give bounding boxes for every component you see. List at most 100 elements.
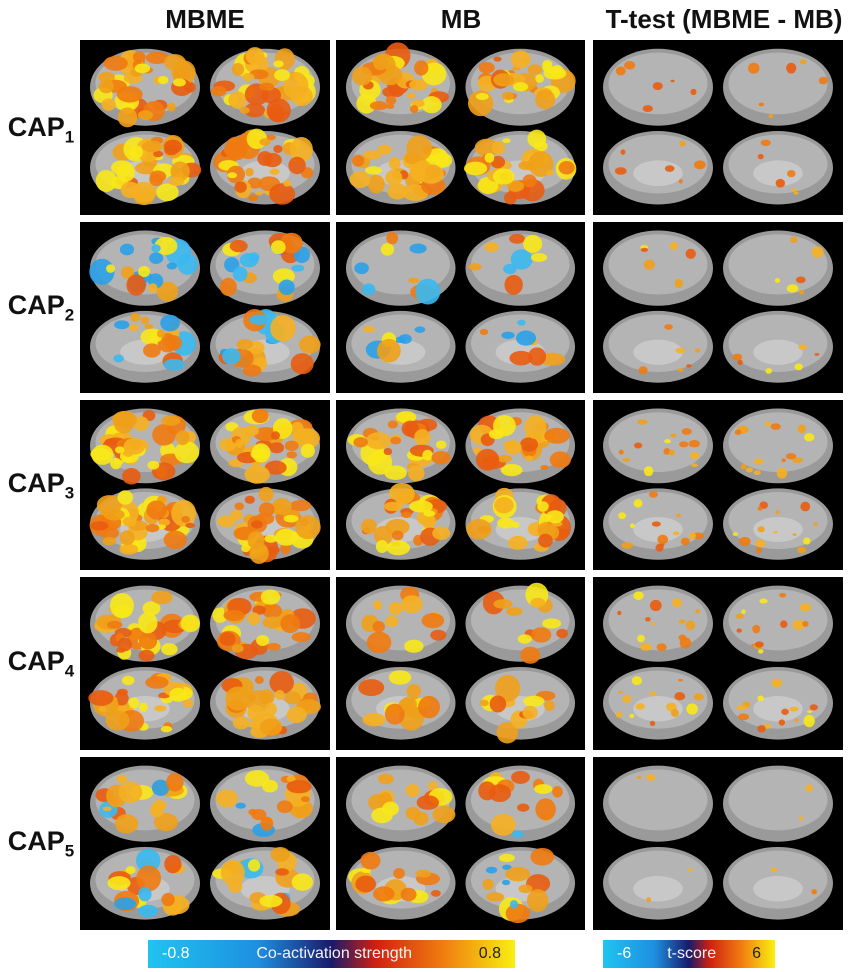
activation-blob [482, 878, 494, 891]
activation-blob [375, 539, 389, 554]
activation-blob [234, 181, 247, 193]
activation-blob [535, 798, 556, 821]
activation-blob [373, 55, 389, 71]
activation-blob [549, 65, 564, 78]
activation-blob [664, 165, 675, 172]
activation-blob [116, 86, 143, 103]
activation-blob [241, 73, 255, 82]
activation-blob [414, 326, 426, 333]
activation-blob [288, 156, 306, 175]
activation-blob [91, 444, 114, 465]
activation-blob [494, 496, 514, 514]
activation-blob [537, 501, 549, 512]
activation-blob [552, 786, 563, 798]
activation-blob [736, 704, 748, 711]
activation-blob [113, 604, 133, 618]
activation-blob [786, 284, 799, 293]
activation-blob [428, 781, 438, 792]
activation-blob [292, 428, 314, 445]
activation-blob [511, 770, 530, 784]
activation-blob [792, 533, 797, 536]
activation-blob [248, 194, 259, 202]
activation-blob [244, 103, 266, 118]
activation-blob [505, 903, 531, 924]
activation-blob [400, 696, 417, 712]
activation-blob [385, 169, 403, 186]
activation-blob [244, 495, 255, 504]
activation-blob [505, 866, 531, 882]
activation-blob [663, 448, 671, 455]
activation-blob [163, 358, 185, 371]
activation-blob [691, 463, 698, 468]
activation-blob [636, 776, 642, 779]
activation-blob [117, 107, 138, 128]
activation-blob [432, 805, 456, 824]
activation-blob [672, 531, 680, 536]
activation-blob [645, 617, 651, 622]
activation-blob [759, 598, 768, 604]
activation-blob [247, 531, 265, 550]
activation-blob [125, 866, 136, 875]
activation-blob [110, 457, 122, 470]
activation-blob [156, 281, 179, 302]
activation-blob [273, 144, 283, 154]
activation-blob [152, 800, 167, 811]
activation-blob [498, 853, 515, 862]
activation-blob [129, 145, 143, 160]
activation-blob [384, 616, 399, 627]
activation-blob [356, 93, 377, 114]
brain-medial-wall [633, 696, 683, 722]
activation-blob [435, 440, 447, 449]
activation-blob [106, 264, 116, 273]
activation-blob [502, 91, 514, 101]
activation-blob [509, 233, 525, 244]
activation-blob [656, 643, 667, 651]
activation-blob [517, 803, 530, 812]
activation-blob [770, 867, 778, 872]
activation-blob [685, 620, 696, 631]
activation-blob [391, 530, 404, 541]
brain-medial-wall [633, 516, 683, 542]
activation-blob [401, 595, 423, 614]
activation-blob [556, 628, 568, 639]
activation-blob [478, 61, 495, 74]
activation-blob [737, 713, 750, 721]
activation-blob [112, 410, 138, 429]
activation-blob [291, 264, 305, 272]
activation-blob [530, 597, 546, 608]
activation-blob [120, 181, 141, 199]
activation-blob [408, 465, 425, 482]
activation-blob [273, 60, 284, 68]
activation-blob [400, 511, 412, 518]
activation-blob [383, 447, 393, 456]
activation-blob [774, 278, 781, 283]
activation-blob [102, 536, 117, 546]
activation-blob [361, 518, 377, 535]
activation-blob [670, 709, 679, 717]
activation-blob [631, 676, 643, 686]
activation-blob [408, 277, 420, 284]
activation-blob [354, 262, 369, 275]
activation-blob [804, 433, 815, 442]
activation-blob [390, 436, 402, 445]
activation-blob [409, 243, 427, 254]
activation-blob [773, 531, 778, 534]
activation-blob [501, 879, 511, 886]
activation-blob [164, 854, 182, 874]
activation-blob [629, 713, 635, 719]
activation-blob [118, 781, 143, 804]
activation-blob [259, 138, 271, 146]
activation-blob [768, 113, 774, 119]
activation-blob [269, 671, 294, 695]
activation-blob [235, 439, 244, 448]
activation-blob [145, 523, 160, 533]
activation-blob [129, 324, 139, 332]
activation-blob [413, 811, 429, 826]
activation-blob [509, 350, 533, 366]
brain-medial-wall [753, 160, 803, 187]
activation-blob [649, 720, 656, 726]
activation-blob [522, 705, 538, 720]
activation-blob [283, 514, 299, 523]
activation-blob [114, 897, 137, 911]
activation-blob [245, 167, 254, 177]
